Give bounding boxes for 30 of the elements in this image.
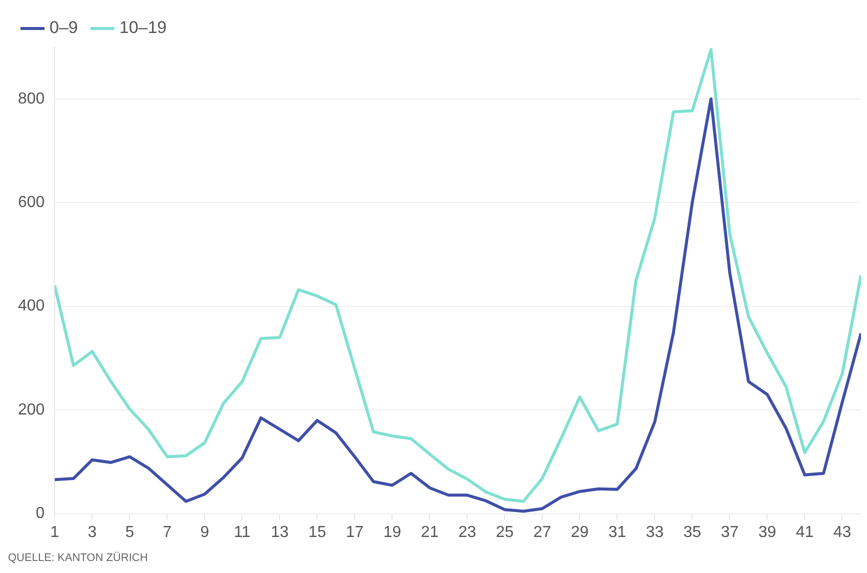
y-tick-label: 600 <box>18 194 45 212</box>
x-tick-label: 39 <box>758 524 776 541</box>
x-tick-label: 11 <box>234 524 251 541</box>
x-tick-label: 3 <box>88 524 97 541</box>
x-tick-label: 5 <box>125 524 134 541</box>
x-tick-label: 7 <box>162 524 172 541</box>
x-tick-label: 13 <box>270 524 289 541</box>
x-tick-label: 29 <box>570 524 589 541</box>
y-tick-label: 800 <box>18 90 45 108</box>
legend-label: 0–9 <box>50 18 78 38</box>
x-tick-label: 41 <box>796 524 814 541</box>
x-tick-label: 21 <box>420 524 439 541</box>
x-tick-label: 35 <box>683 524 702 541</box>
x-tick-label: 25 <box>496 524 514 541</box>
legend-label: 10–19 <box>119 18 167 38</box>
x-tick-label: 17 <box>346 524 364 541</box>
y-tick-label: 200 <box>18 401 45 418</box>
x-tick-label: 23 <box>458 524 476 541</box>
source-note: QUELLE: KANTON ZÜRICH <box>8 552 148 564</box>
x-tick-label: 9 <box>200 524 210 541</box>
x-tick-label: 15 <box>308 524 326 541</box>
x-tick-label: 19 <box>383 524 402 541</box>
x-tick-label: 31 <box>608 524 626 541</box>
x-tick-label: 43 <box>833 524 852 541</box>
x-tick-label: 1 <box>50 524 60 541</box>
y-tick-label: 0 <box>36 505 45 522</box>
x-tick-label: 37 <box>720 524 739 541</box>
x-tick-label: 33 <box>646 524 664 541</box>
y-tick-label: 400 <box>18 298 45 315</box>
x-tick-label: 27 <box>533 524 552 541</box>
